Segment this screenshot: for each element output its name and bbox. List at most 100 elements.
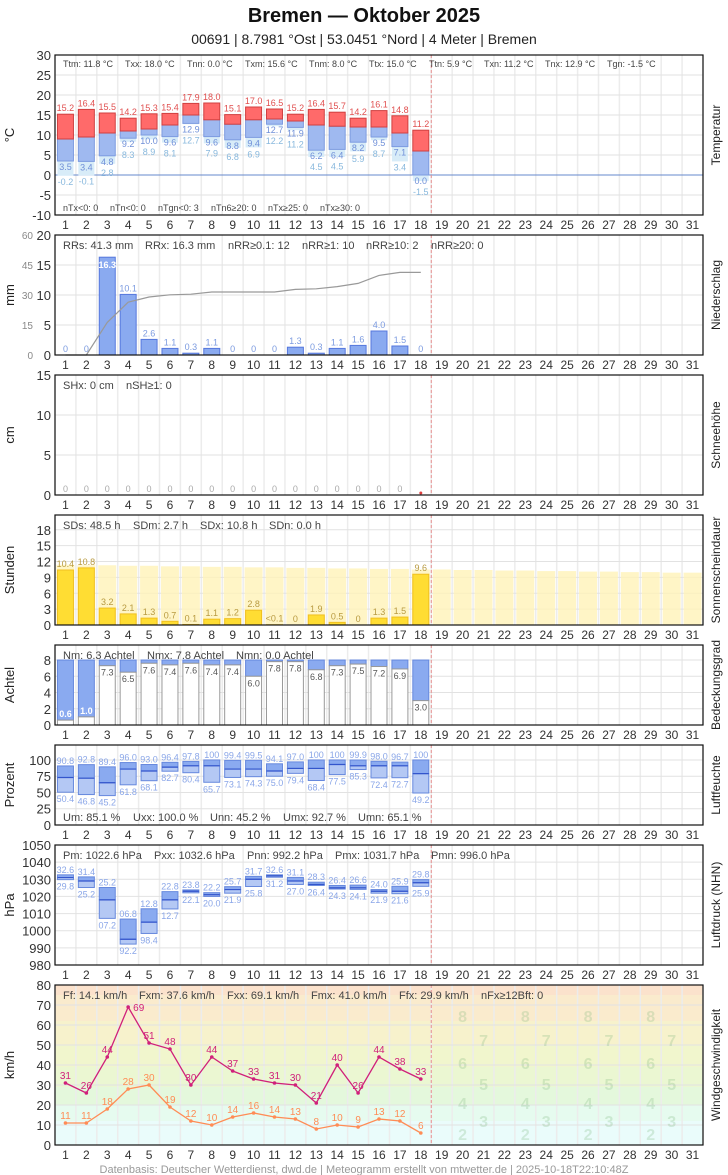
x-tick-label: 29 (644, 728, 658, 742)
possible-sunshine-bar (495, 570, 514, 625)
x-tick-label: 31 (686, 498, 700, 512)
min-label: 21.9 (370, 895, 388, 905)
tmax-label: 14.8 (391, 105, 409, 115)
possible-sunshine-bar (599, 571, 618, 625)
y-tick-label: 75 (37, 769, 51, 784)
x-tick-label: 24 (540, 218, 554, 232)
y-tick-label: 70 (37, 998, 51, 1013)
footer-credits: Datenbasis: Deutscher Wetterdienst, dwd.… (100, 1164, 629, 1175)
ff-label: 8 (314, 1117, 320, 1128)
ff-point (168, 1105, 172, 1109)
precip-label: 1.6 (352, 334, 365, 344)
fx-point (230, 1069, 235, 1073)
plot-frame (54, 234, 704, 356)
x-tick-label: 2 (83, 628, 90, 642)
y-tick-label: 20 (37, 228, 51, 243)
ground-min-label: 4.5 (310, 162, 323, 172)
x-tick-label: 6 (167, 828, 174, 842)
cloud-cover-bar (391, 659, 409, 670)
ff-point (251, 1111, 256, 1115)
stat-label: Txx: 18.0 °C (125, 59, 175, 69)
stat-label: SDs: 48.5 h (63, 520, 120, 532)
temperature-panel (54, 54, 704, 216)
ff-point (189, 1119, 193, 1123)
x-tick-label: 14 (331, 628, 345, 642)
x-tick-label: 13 (310, 628, 324, 642)
snow-label: 0 (105, 484, 110, 494)
plot-frame (54, 844, 704, 966)
cloud-label: 7.6 (143, 665, 156, 675)
x-tick-label: 23 (519, 358, 533, 372)
ff-point (335, 1123, 339, 1127)
x-tick-label: 8 (208, 828, 215, 842)
ff-point (314, 1127, 319, 1131)
x-tick-label: 7 (188, 498, 195, 512)
tmax-bar (119, 117, 137, 132)
beaufort-label: 6 (584, 1056, 593, 1073)
ff-label: 30 (144, 1073, 156, 1084)
panel-title: Schneehöhe (709, 401, 723, 469)
x-tick-label: 12 (289, 218, 303, 232)
possible-sunshine-bar (432, 569, 451, 625)
stat-label: nRR≥20: 0 (431, 240, 484, 252)
x-tick-label: 9 (229, 358, 236, 372)
x-tick-label: 5 (146, 218, 153, 232)
x-tick-label: 17 (393, 218, 407, 232)
min-label: 80.4 (182, 775, 200, 785)
ground-min-label: 4.5 (331, 161, 344, 171)
tmax-bar (224, 114, 242, 125)
x-tick-label: 5 (146, 1148, 153, 1162)
x-tick-label: 29 (644, 1148, 658, 1162)
sunshine-bar (370, 617, 388, 626)
beaufort-label: 2 (646, 1127, 655, 1144)
tmin-bar (370, 126, 388, 138)
x-tick-label: 19 (435, 728, 449, 742)
range-upper-bar (140, 908, 158, 923)
x-tick-label: 7 (188, 968, 195, 982)
x-tick-label: 3 (104, 1148, 111, 1162)
range-upper-bar (224, 759, 242, 770)
beaufort-label: 6 (646, 1056, 655, 1073)
ff-point (377, 1117, 381, 1121)
plot-frame (54, 744, 704, 826)
fx-point (377, 1055, 381, 1059)
ff-point (230, 1115, 235, 1119)
sunshine-label: 9.6 (415, 563, 428, 573)
x-tick-label: 25 (560, 218, 574, 232)
x-tick-label: 1 (62, 828, 69, 842)
x-tick-label: 12 (289, 358, 303, 372)
beaufort-label: 8 (584, 1009, 593, 1026)
stat-label: nRR≥0.1: 12 (228, 240, 290, 252)
fx-label: 31 (60, 1071, 72, 1082)
precip-bar (161, 347, 179, 356)
range-lower-bar (140, 921, 158, 934)
snow-label: 0 (356, 484, 361, 494)
x-tick-label: 7 (188, 218, 195, 232)
possible-sunshine-bar (474, 570, 493, 625)
x-tick-label: 21 (477, 218, 491, 232)
sunshine-label: 3.2 (101, 597, 114, 607)
range-upper-bar (98, 766, 116, 784)
precip-label: 4.0 (373, 320, 386, 330)
stat-label: SDn: 0.0 h (269, 520, 321, 532)
x-tick-label: 3 (104, 828, 111, 842)
possible-sunshine-bar (328, 568, 347, 625)
tmin-label: 0.0 (415, 176, 428, 186)
sunshine-bar (412, 573, 430, 626)
ground-min-bar (266, 124, 283, 127)
stat-label: nTgn<0: 3 (158, 203, 199, 213)
x-tick-label: 15 (351, 628, 365, 642)
y-tick-label: 100 (29, 753, 51, 768)
x-tick-label: 5 (146, 498, 153, 512)
beaufort-label: 5 (542, 1077, 551, 1094)
ground-min-bar (391, 146, 408, 162)
cloud-label: 7.3 (331, 668, 344, 678)
precip-label: 1.3 (289, 336, 302, 346)
x-tick-label: 10 (247, 498, 261, 512)
fx-label: 40 (332, 1053, 344, 1064)
x-tick-label: 21 (477, 728, 491, 742)
y-tick-label: 20 (37, 1098, 51, 1113)
sunshine-bar (119, 613, 137, 626)
sunshine-bar (391, 616, 409, 626)
ff-label: 12 (394, 1109, 406, 1120)
